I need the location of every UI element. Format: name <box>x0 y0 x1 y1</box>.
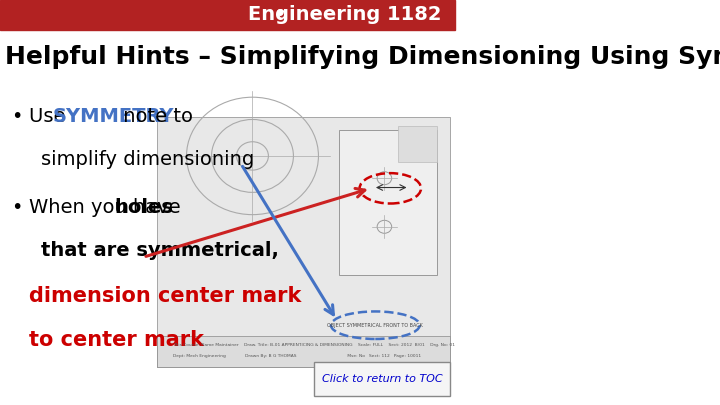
Text: This Course: Name Maintainer    Draw. Title: B-01 APPRENTICING & DIMENSIONING   : This Course: Name Maintainer Draw. Title… <box>173 343 455 347</box>
Text: note to: note to <box>117 107 193 126</box>
Text: Engineering 1182: Engineering 1182 <box>248 6 441 24</box>
Text: holes: holes <box>114 198 173 217</box>
Text: •: • <box>12 107 23 126</box>
Text: Use: Use <box>29 107 71 126</box>
Text: SYMMETRY: SYMMETRY <box>53 107 174 126</box>
Bar <box>398 126 437 162</box>
Bar <box>157 336 451 367</box>
Text: •: • <box>12 198 23 217</box>
Text: Dept: Mech Engineering              Drawn By: B G THOMAS                        : Dept: Mech Engineering Drawn By: B G THO… <box>173 354 421 358</box>
Text: dimension center mark: dimension center mark <box>29 286 301 305</box>
Text: Helpful Hints – Simplifying Dimensioning Using Symmetry: Helpful Hints – Simplifying Dimensioning… <box>4 45 720 68</box>
Text: to center mark: to center mark <box>29 330 204 350</box>
Bar <box>0 0 455 30</box>
Text: Click to return to TOC: Click to return to TOC <box>322 374 443 384</box>
Text: •: • <box>274 6 286 24</box>
Text: that are symmetrical,: that are symmetrical, <box>41 241 279 260</box>
Text: When you have: When you have <box>29 198 186 217</box>
Bar <box>339 130 437 275</box>
FancyBboxPatch shape <box>314 362 451 396</box>
Text: OBJECT SYMMETRICAL FRONT TO BACK: OBJECT SYMMETRICAL FRONT TO BACK <box>328 323 423 328</box>
Bar <box>157 117 451 367</box>
Text: simplify dimensioning: simplify dimensioning <box>41 150 254 169</box>
